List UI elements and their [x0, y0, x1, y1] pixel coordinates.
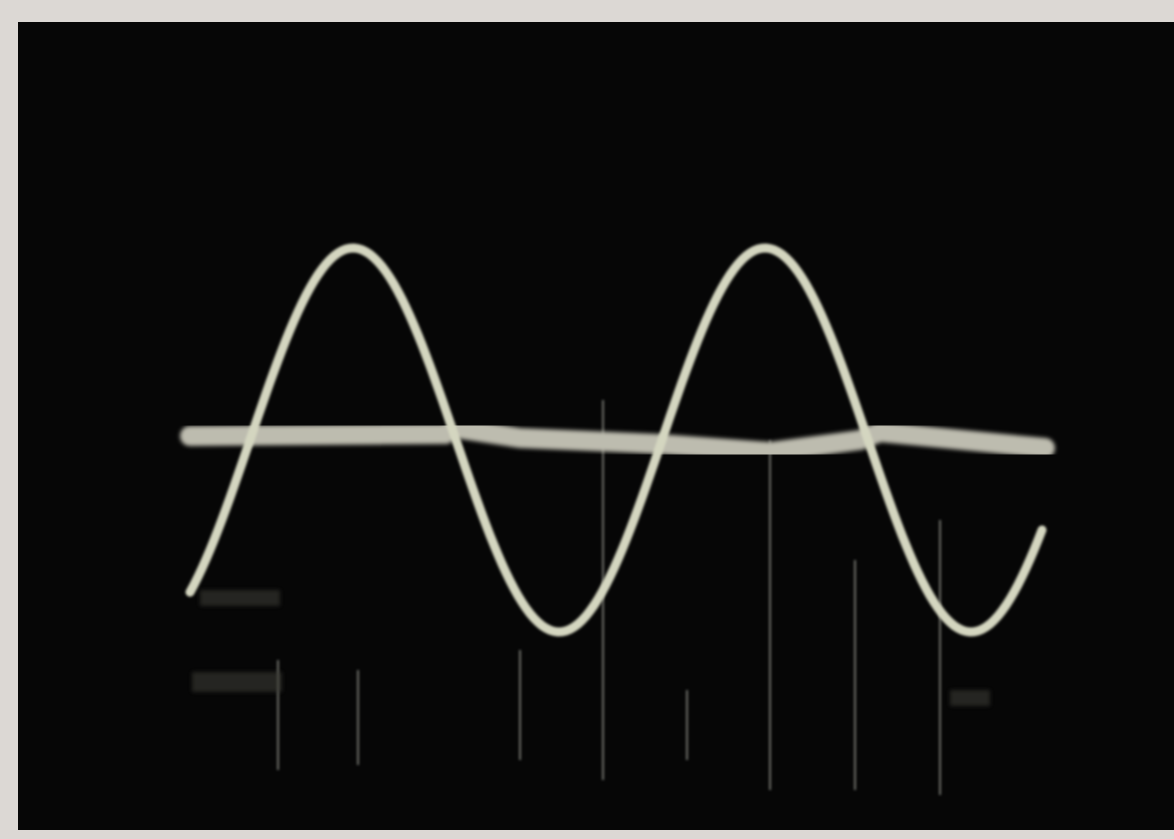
screen-smudge	[950, 690, 990, 706]
screen-smudge	[200, 590, 280, 606]
screen-smudge	[192, 672, 282, 692]
oscilloscope-photo	[0, 0, 1174, 839]
page: (() => { const pts = []; for (let x = 19…	[0, 0, 1174, 839]
